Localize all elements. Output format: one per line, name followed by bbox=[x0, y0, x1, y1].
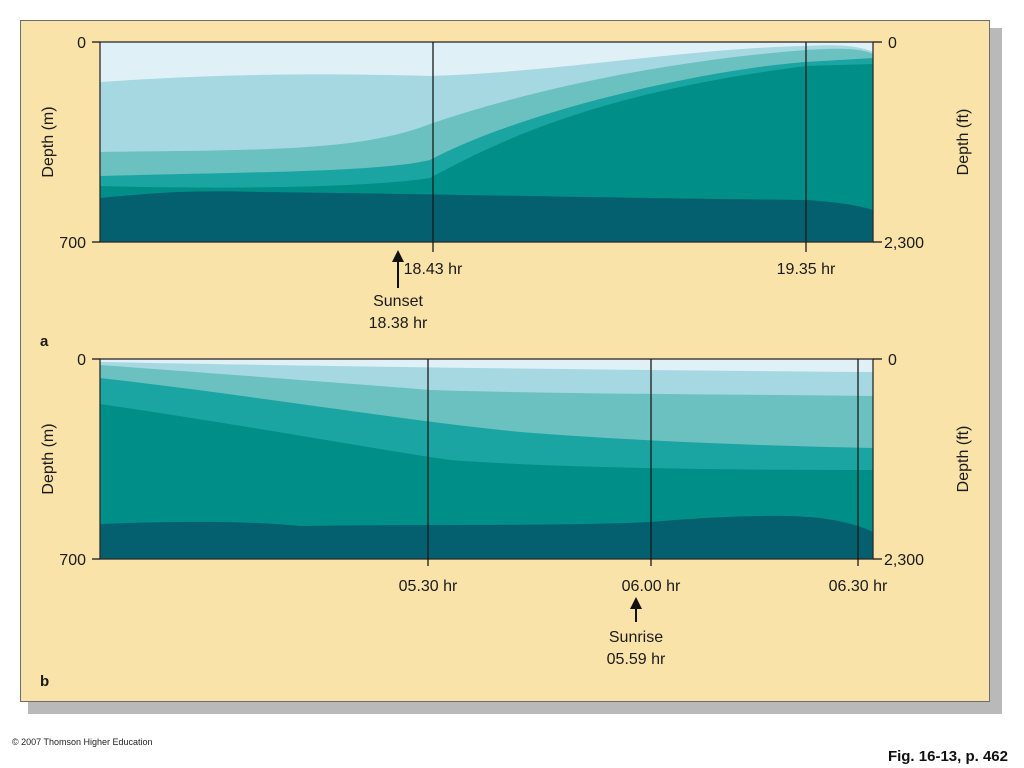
sunrise-label: Sunrise bbox=[609, 629, 663, 646]
sunrise-arrow-icon bbox=[630, 597, 642, 622]
copyright-notice: © 2007 Thomson Higher Education bbox=[12, 737, 153, 747]
panel-b-right-axis-label: Depth (ft) bbox=[955, 426, 972, 493]
sunset-time: 18.38 hr bbox=[369, 315, 428, 332]
panel-a-left-axis-label: Depth (m) bbox=[40, 106, 57, 177]
panel-a-time-label-2: 19.35 hr bbox=[777, 261, 836, 278]
panel-b-right-bottom-label: 2,300 bbox=[884, 552, 924, 569]
panel-a-left-top-label: 0 bbox=[77, 35, 86, 52]
panel-b-left-top-label: 0 bbox=[77, 352, 86, 369]
panel-a-right-axis-label: Depth (ft) bbox=[955, 109, 972, 176]
panel-b-time-label-1: 05.30 hr bbox=[399, 578, 458, 595]
panel-b-right-top-label: 0 bbox=[888, 352, 897, 369]
panel-a: 0 700 0 2,300 Depth (m) Depth (ft) 18.43… bbox=[40, 35, 972, 350]
panel-a-right-bottom-label: 2,300 bbox=[884, 235, 924, 252]
panel-b-time-label-3: 06.30 hr bbox=[829, 578, 888, 595]
panel-b-layer-5 bbox=[100, 515, 873, 559]
sunset-arrow-icon bbox=[392, 250, 404, 288]
panel-a-letter: a bbox=[40, 333, 49, 350]
panel-b: 0 700 0 2,300 Depth (m) Depth (ft) 05.30… bbox=[40, 352, 972, 690]
panel-a-layer-5 bbox=[100, 191, 873, 242]
panel-a-plot-border bbox=[99, 41, 874, 243]
panel-a-right-top-label: 0 bbox=[888, 35, 897, 52]
panel-b-time-label-2: 06.00 hr bbox=[622, 578, 681, 595]
panel-a-left-bottom-label: 700 bbox=[59, 235, 86, 252]
panel-b-left-axis-label: Depth (m) bbox=[40, 423, 57, 494]
sunset-label: Sunset bbox=[373, 293, 423, 310]
panel-a-time-label-1: 18.43 hr bbox=[404, 261, 463, 278]
panel-b-plot-border bbox=[99, 358, 874, 560]
panel-b-letter: b bbox=[40, 673, 49, 690]
panel-b-left-bottom-label: 700 bbox=[59, 552, 86, 569]
sunrise-time: 05.59 hr bbox=[607, 651, 666, 668]
figure-reference: Fig. 16-13, p. 462 bbox=[887, 748, 1008, 765]
